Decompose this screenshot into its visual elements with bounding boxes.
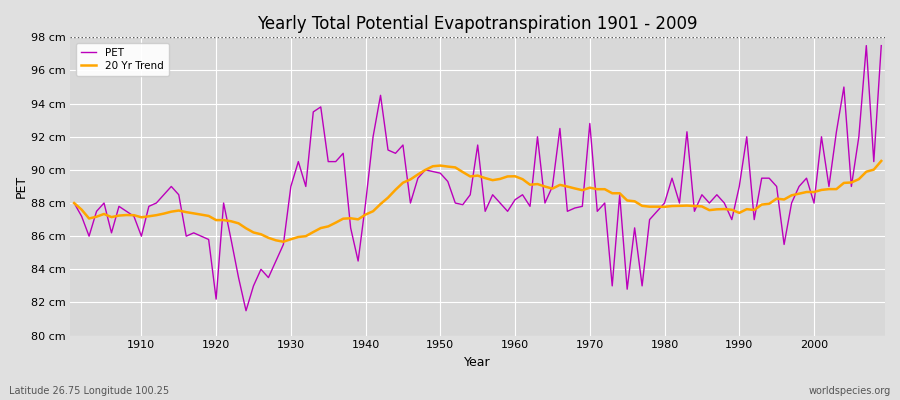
Text: Latitude 26.75 Longitude 100.25: Latitude 26.75 Longitude 100.25 <box>9 386 169 396</box>
PET <box>301 184 311 189</box>
20 Yr Trend <box>346 216 356 221</box>
20 Yr Trend <box>509 174 520 179</box>
Line: 20 Yr Trend: 20 Yr Trend <box>74 161 881 242</box>
PET <box>346 226 356 230</box>
PET <box>861 43 872 48</box>
PET <box>68 201 79 206</box>
Title: Yearly Total Potential Evapotranspiration 1901 - 2009: Yearly Total Potential Evapotranspiratio… <box>257 15 698 33</box>
PET <box>509 197 520 202</box>
PET <box>876 43 886 48</box>
PET <box>607 284 617 288</box>
PET <box>518 192 528 197</box>
Y-axis label: PET: PET <box>15 175 28 198</box>
20 Yr Trend <box>278 239 289 244</box>
PET <box>129 214 140 219</box>
Legend: PET, 20 Yr Trend: PET, 20 Yr Trend <box>76 42 168 76</box>
20 Yr Trend <box>607 191 617 196</box>
PET <box>240 308 251 313</box>
Text: worldspecies.org: worldspecies.org <box>809 386 891 396</box>
20 Yr Trend <box>129 213 140 218</box>
X-axis label: Year: Year <box>464 356 491 369</box>
20 Yr Trend <box>518 177 528 182</box>
20 Yr Trend <box>68 201 79 206</box>
Line: PET: PET <box>74 46 881 311</box>
20 Yr Trend <box>301 234 311 238</box>
20 Yr Trend <box>876 158 886 163</box>
